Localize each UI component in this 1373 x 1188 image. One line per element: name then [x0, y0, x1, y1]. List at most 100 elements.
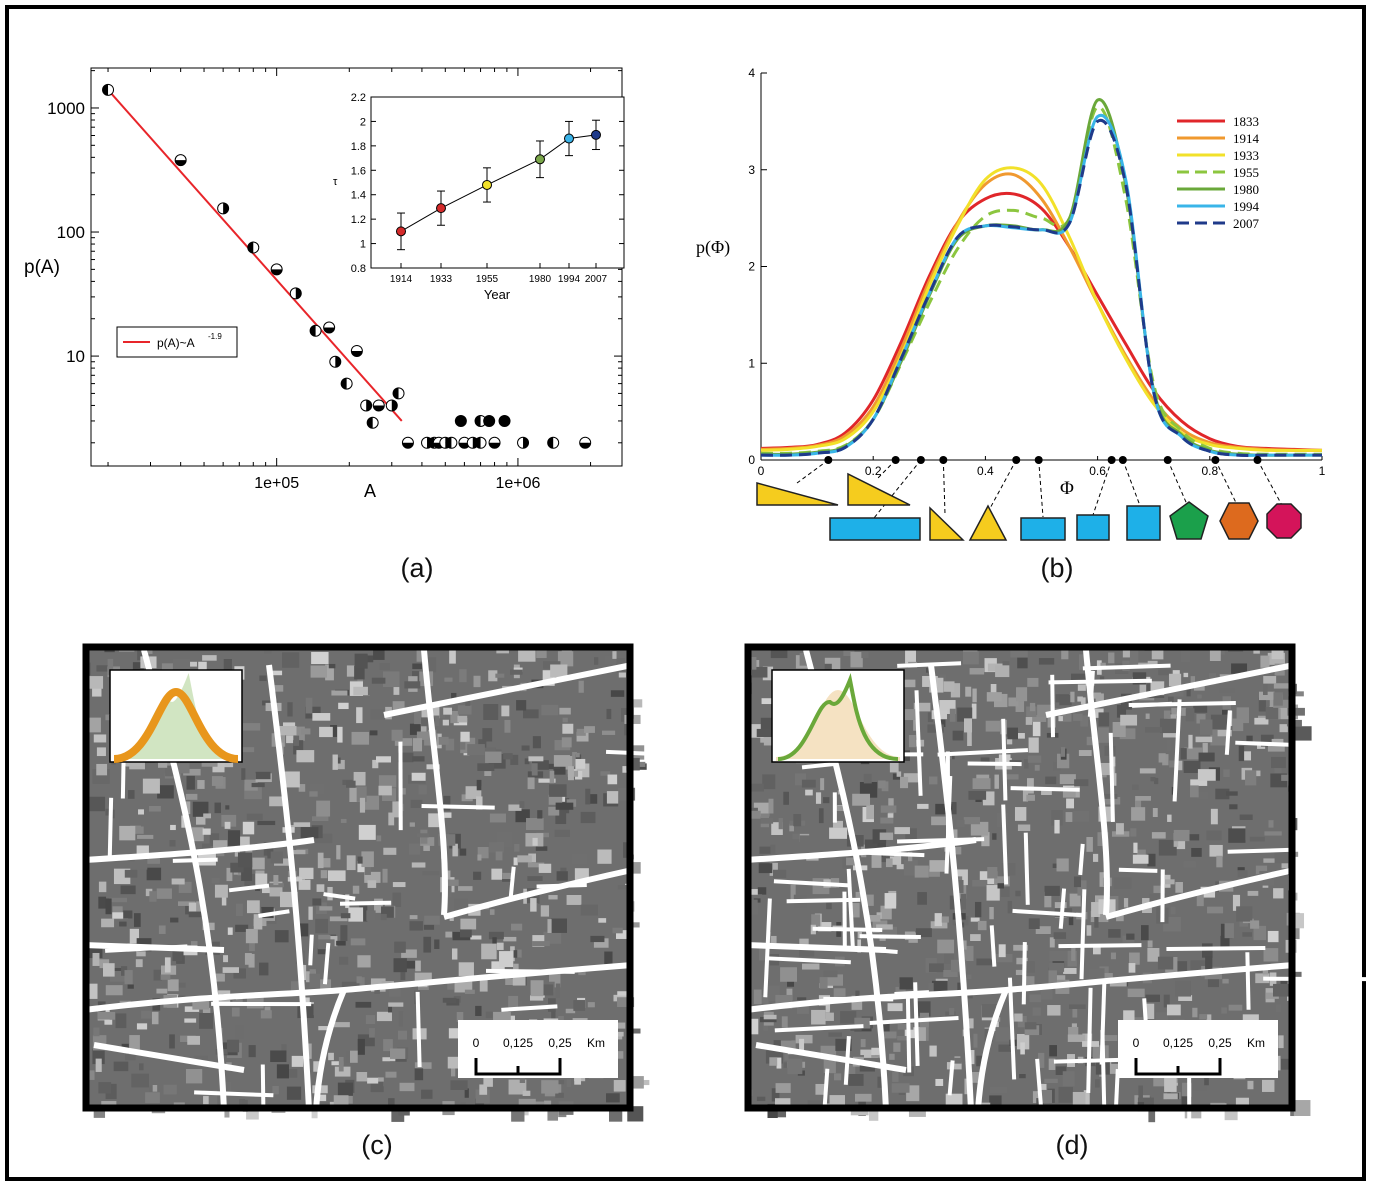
map-building [1148, 1107, 1156, 1123]
map-street [801, 761, 838, 770]
map-building [483, 1073, 493, 1087]
map-building [489, 906, 495, 915]
map-road [928, 664, 974, 1111]
caption-d: (d) [1055, 1130, 1089, 1160]
map-building [555, 802, 574, 810]
map-building [237, 852, 253, 868]
map-building [549, 972, 561, 988]
map-building [124, 970, 133, 985]
inset-point [436, 203, 446, 214]
map-building [273, 875, 279, 886]
map-building [202, 843, 211, 852]
map-street [1227, 847, 1308, 854]
map-building [593, 657, 599, 665]
shape-connector [873, 459, 922, 519]
map-building [1207, 976, 1219, 988]
map-building [609, 1109, 623, 1122]
map-building [527, 862, 545, 868]
map-building [1265, 992, 1279, 999]
map-building [328, 1052, 334, 1061]
map-building [989, 907, 994, 920]
map-building [1029, 994, 1042, 1003]
map-building [1195, 736, 1213, 743]
map-building [192, 997, 210, 1010]
map-building [1239, 814, 1253, 820]
map-building [459, 669, 467, 683]
map-building [578, 680, 584, 693]
map-building [929, 963, 944, 973]
map-building [547, 1106, 559, 1121]
map-building [418, 785, 427, 795]
map-building [1080, 715, 1089, 727]
legend-label-b: 1994 [1233, 199, 1260, 214]
map-building [510, 754, 519, 765]
map-building [320, 870, 328, 879]
map-building [457, 715, 468, 723]
map-building [561, 737, 572, 748]
inset-point [591, 129, 601, 140]
map-building [225, 805, 230, 810]
map-street [228, 883, 270, 893]
map-building [929, 869, 940, 877]
inset-y-tick-label: 1.2 [351, 214, 366, 226]
data-point-fill [579, 442, 591, 449]
map-building [288, 850, 306, 855]
map-building [1014, 1013, 1023, 1022]
map-building [335, 759, 345, 770]
map-building [251, 782, 265, 788]
map-building [597, 849, 612, 864]
map-building [802, 963, 820, 970]
map-building [270, 670, 283, 676]
figure-frame [5, 5, 1366, 1181]
x-tick-label-b: 0.8 [1201, 464, 1218, 478]
map-street [1224, 710, 1232, 755]
map-building [1206, 830, 1222, 841]
map-street [1100, 1030, 1107, 1117]
map-inset-curve [113, 687, 239, 763]
data-point-fill [341, 378, 347, 390]
map-building [398, 1011, 404, 1027]
map-building [1191, 847, 1202, 857]
map-building [193, 1055, 209, 1061]
map-street [1050, 674, 1056, 738]
shape-right-triangle-steep [847, 472, 911, 506]
map-street [1118, 867, 1158, 873]
map-building [1229, 804, 1238, 810]
map-building [879, 832, 894, 840]
data-point [392, 387, 405, 400]
map-building [260, 1010, 272, 1019]
data-point-fill [366, 399, 372, 411]
map-building [1260, 734, 1274, 747]
map-building [1109, 979, 1127, 987]
map-building [434, 939, 440, 949]
map-building [423, 936, 432, 953]
map-building [477, 854, 482, 861]
map-building [414, 711, 426, 725]
map-building [773, 869, 787, 879]
map-building [1048, 962, 1065, 972]
map-building [968, 1071, 983, 1083]
shape-marker-dot [891, 456, 900, 464]
map-building [981, 832, 990, 847]
map-building [815, 1083, 828, 1095]
map-building [383, 847, 397, 855]
map-building [1032, 1007, 1041, 1016]
scale-bar-background [1118, 1020, 1278, 1078]
map-building [1267, 742, 1285, 752]
map-building [811, 914, 821, 927]
legend-exponent-a: -1.9 [208, 332, 222, 341]
map-building [584, 726, 602, 733]
map-building [612, 651, 617, 659]
map-building [833, 805, 844, 811]
map-building [119, 825, 136, 841]
map-building [1197, 694, 1202, 699]
map-building [1059, 774, 1076, 785]
map-building [113, 1061, 129, 1072]
map-building [799, 1038, 805, 1052]
aerial-map-d: 0 0,125 0,25 Km [744, 643, 1368, 1123]
map-building [954, 879, 964, 894]
map-building [889, 1053, 895, 1060]
inset-x-tick-label: 1955 [476, 274, 499, 285]
map-building [793, 814, 802, 827]
map-building [1027, 755, 1042, 763]
